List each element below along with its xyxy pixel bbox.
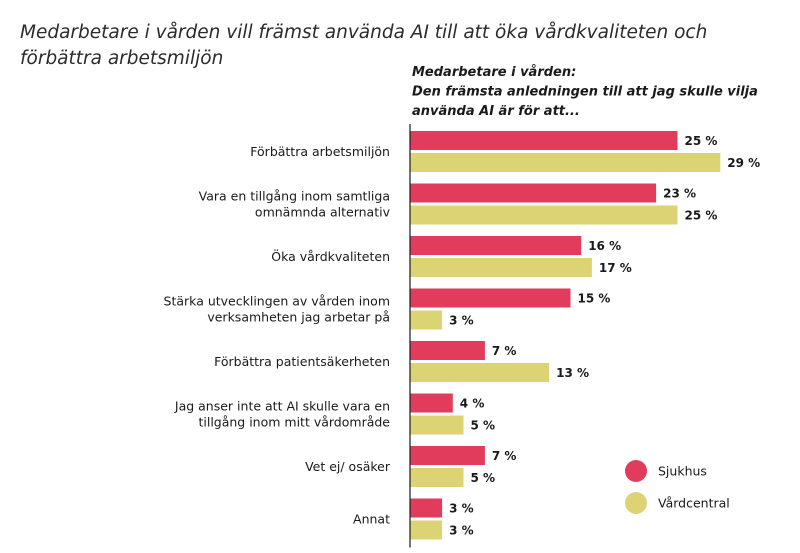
data-label: 25 %	[685, 134, 718, 148]
bar-sjukhus	[410, 288, 571, 308]
data-label: 5 %	[471, 419, 496, 433]
data-label: 5 %	[471, 471, 496, 485]
bar-sjukhus	[410, 498, 443, 518]
bar-sjukhus	[410, 393, 453, 413]
category-label: Annat	[353, 512, 390, 527]
chart-title-line: förbättra arbetsmiljön	[20, 48, 223, 69]
category-label: Öka vårdkvaliteten	[271, 248, 390, 264]
data-label: 29 %	[727, 156, 760, 170]
bar-vårdcentral	[410, 363, 550, 382]
category-label: Vara en tillgång inom samtliga	[199, 189, 390, 204]
chart-subtitle-line: Medarbetare i vården:	[412, 65, 576, 80]
data-label: 25 %	[685, 209, 718, 223]
category-label: verksamheten jag arbetar på	[207, 310, 390, 325]
value-labels: 25 % 29 % 23 % 25 % 16 % 17 % 15 % 3 % 7 % 13 % 4 …	[449, 134, 760, 538]
legend-marker-vårdcentral	[625, 492, 647, 514]
category-label: Förbättra patientsäkerheten	[214, 354, 390, 369]
bar-vårdcentral	[410, 205, 678, 225]
bar-vårdcentral	[410, 258, 592, 277]
category-labels: Förbättra arbetsmiljön Vara en tillgång i…	[164, 144, 391, 527]
chart-subtitle: Medarbetare i vården: Den främsta anledni…	[412, 65, 758, 119]
category-label: Stärka utvecklingen av vården inom	[164, 294, 390, 309]
data-label: 17 %	[599, 261, 632, 275]
category-label: Jag anser inte att AI skulle vara en	[174, 399, 390, 414]
bars	[410, 131, 721, 540]
legend-label: Vårdcentral	[658, 496, 730, 511]
bar-vårdcentral	[410, 310, 443, 330]
bar-vårdcentral	[410, 415, 464, 435]
bar-sjukhus	[410, 183, 657, 203]
bar-sjukhus	[410, 341, 485, 360]
data-label: 3 %	[449, 502, 474, 516]
legend: Sjukhus Vårdcentral	[625, 460, 730, 514]
data-label: 15 %	[578, 292, 611, 306]
bar-sjukhus	[410, 131, 678, 150]
bar-sjukhus	[410, 236, 582, 255]
data-label: 7 %	[492, 449, 517, 463]
chart-subtitle-line: Den främsta anledningen till att jag sku…	[412, 85, 758, 100]
bar-vårdcentral	[410, 468, 464, 487]
legend-label: Sjukhus	[658, 464, 707, 479]
bar-vårdcentral	[410, 520, 443, 540]
chart-subtitle-line: använda AI är för att...	[412, 104, 580, 119]
data-label: 23 %	[663, 187, 696, 201]
data-label: 4 %	[460, 397, 485, 411]
category-label: Vet ej/ osäker	[305, 459, 391, 474]
category-label: tillgång inom mitt vårdområde	[198, 415, 390, 430]
category-label: Förbättra arbetsmiljön	[250, 144, 390, 159]
data-label: 3 %	[449, 524, 474, 538]
category-label: omnämnda alternativ	[255, 205, 391, 220]
bar-sjukhus	[410, 446, 485, 465]
data-label: 13 %	[556, 366, 589, 380]
bar-vårdcentral	[410, 153, 721, 172]
chart-title: Medarbetare i vården vill främst använda…	[20, 22, 707, 69]
data-label: 16 %	[588, 239, 621, 253]
data-label: 7 %	[492, 344, 517, 358]
data-label: 3 %	[449, 314, 474, 328]
chart-title-line: Medarbetare i vården vill främst använda…	[20, 22, 707, 43]
legend-marker-sjukhus	[625, 460, 647, 482]
